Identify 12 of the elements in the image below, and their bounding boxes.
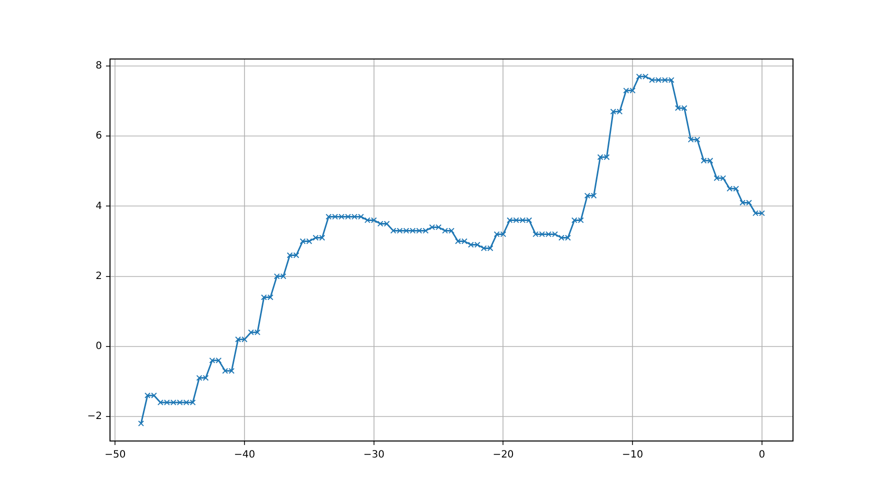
x-tick-label: −30 [363, 450, 384, 461]
x-tick-label: 0 [758, 450, 766, 461]
y-tick-label: 2 [96, 270, 102, 282]
y-tick-label: 8 [96, 60, 102, 72]
y-tick-label: 6 [96, 130, 102, 142]
x-tick-label: −50 [104, 450, 126, 461]
y-tick-label: 4 [96, 200, 102, 212]
y-tick-label: 0 [96, 340, 102, 352]
x-tick-label: −40 [234, 450, 256, 461]
x-tick-label: −20 [492, 450, 514, 461]
y-tick-label: −2 [87, 411, 102, 422]
x-tick-label: −10 [622, 450, 644, 461]
